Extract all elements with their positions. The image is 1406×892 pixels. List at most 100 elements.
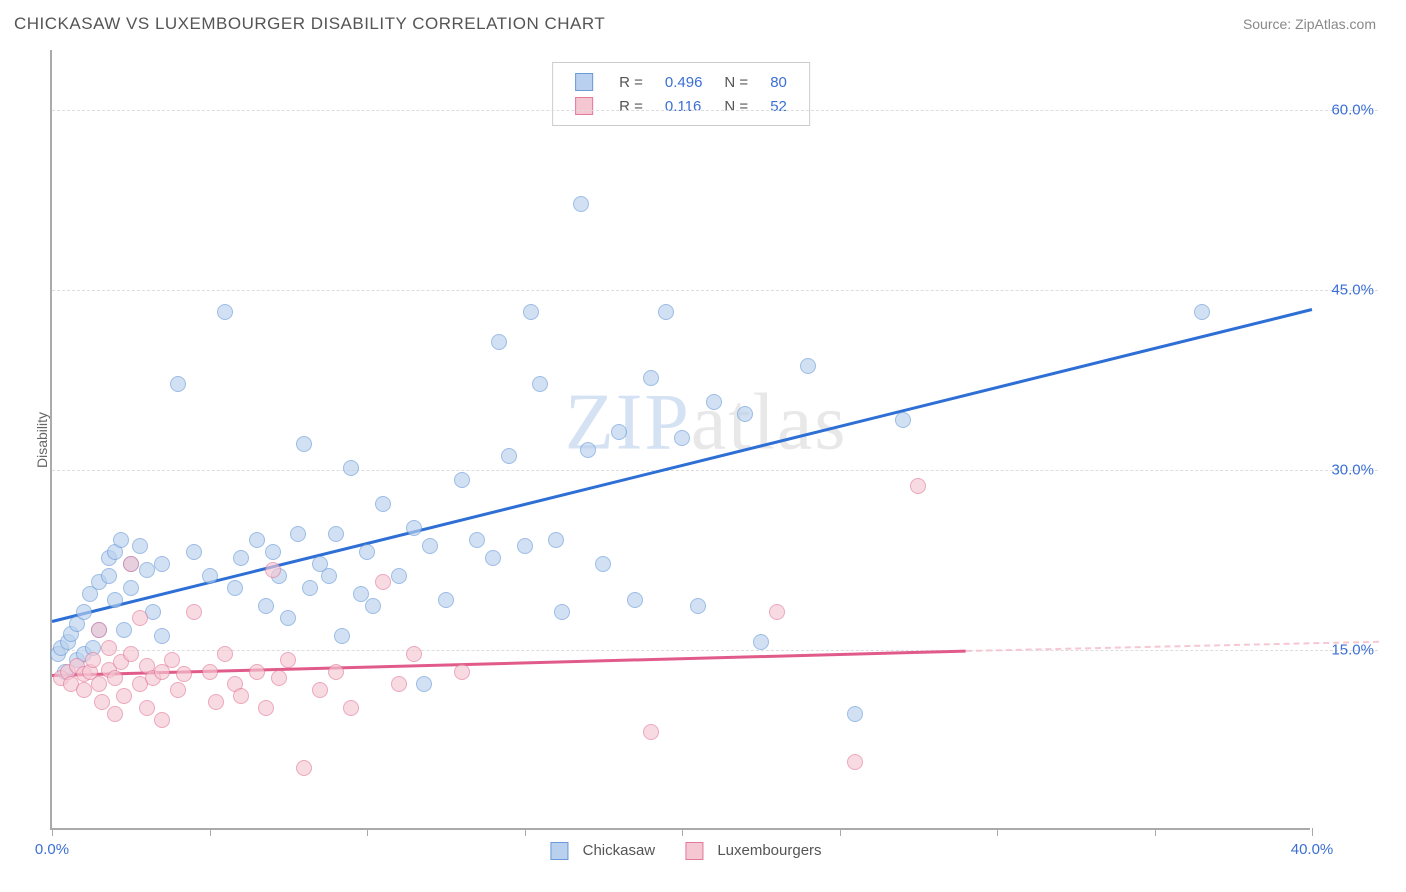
x-tick — [367, 828, 368, 836]
data-point — [258, 700, 274, 716]
y-tick-label: 60.0% — [1331, 102, 1374, 119]
x-tick — [1312, 828, 1313, 836]
gridline — [52, 290, 1378, 291]
data-point — [132, 538, 148, 554]
data-point — [116, 622, 132, 638]
data-point — [265, 544, 281, 560]
plot-area: ZIPatlas R =0.496N =80R =0.116N =52 Chic… — [50, 50, 1310, 830]
data-point — [290, 526, 306, 542]
data-point — [123, 646, 139, 662]
data-point — [107, 592, 123, 608]
legend-item: Luxembourgers — [675, 842, 821, 859]
y-tick-label: 45.0% — [1331, 282, 1374, 299]
data-point — [302, 580, 318, 596]
x-tick — [210, 828, 211, 836]
data-point — [523, 304, 539, 320]
data-point — [170, 682, 186, 698]
data-point — [170, 376, 186, 392]
gridline — [52, 470, 1378, 471]
chart-source: Source: ZipAtlas.com — [1243, 16, 1376, 32]
data-point — [737, 406, 753, 422]
data-point — [454, 664, 470, 680]
legend-item: Chickasaw — [540, 842, 655, 859]
data-point — [595, 556, 611, 572]
data-point — [548, 532, 564, 548]
data-point — [186, 544, 202, 560]
data-point — [627, 592, 643, 608]
data-point — [132, 610, 148, 626]
data-point — [343, 700, 359, 716]
data-point — [116, 688, 132, 704]
data-point — [280, 652, 296, 668]
data-point — [258, 598, 274, 614]
data-point — [296, 760, 312, 776]
data-point — [202, 664, 218, 680]
data-point — [123, 580, 139, 596]
data-point — [847, 754, 863, 770]
data-point — [202, 568, 218, 584]
data-point — [769, 604, 785, 620]
legend-stats: R =0.496N =80R =0.116N =52 — [552, 62, 810, 126]
data-point — [706, 394, 722, 410]
data-point — [233, 688, 249, 704]
data-point — [643, 724, 659, 740]
data-point — [334, 628, 350, 644]
data-point — [375, 574, 391, 590]
data-point — [208, 694, 224, 710]
data-point — [532, 376, 548, 392]
data-point — [643, 370, 659, 386]
data-point — [800, 358, 816, 374]
data-point — [321, 568, 337, 584]
data-point — [353, 586, 369, 602]
data-point — [280, 610, 296, 626]
data-point — [265, 562, 281, 578]
data-point — [438, 592, 454, 608]
legend-stat-row: R =0.496N =80 — [565, 71, 797, 93]
data-point — [674, 430, 690, 446]
data-point — [406, 646, 422, 662]
data-point — [573, 196, 589, 212]
data-point — [485, 550, 501, 566]
legend-stat-row: R =0.116N =52 — [565, 95, 797, 117]
data-point — [186, 604, 202, 620]
data-point — [895, 412, 911, 428]
data-point — [454, 472, 470, 488]
gridline — [52, 110, 1378, 111]
data-point — [406, 520, 422, 536]
data-point — [217, 646, 233, 662]
x-tick — [997, 828, 998, 836]
data-point — [296, 436, 312, 452]
data-point — [554, 604, 570, 620]
data-point — [139, 700, 155, 716]
chart-title: CHICKASAW VS LUXEMBOURGER DISABILITY COR… — [14, 14, 605, 34]
data-point — [359, 544, 375, 560]
data-point — [611, 424, 627, 440]
data-point — [312, 682, 328, 698]
data-point — [176, 666, 192, 682]
data-point — [416, 676, 432, 692]
data-point — [154, 556, 170, 572]
data-point — [343, 460, 359, 476]
data-point — [123, 556, 139, 572]
data-point — [469, 532, 485, 548]
data-point — [85, 652, 101, 668]
data-point — [365, 598, 381, 614]
chart-container: Disability ZIPatlas R =0.496N =80R =0.11… — [50, 50, 1380, 830]
x-tick — [525, 828, 526, 836]
data-point — [107, 670, 123, 686]
data-point — [76, 604, 92, 620]
data-point — [101, 568, 117, 584]
data-point — [1194, 304, 1210, 320]
data-point — [217, 304, 233, 320]
data-point — [94, 694, 110, 710]
data-point — [501, 448, 517, 464]
data-point — [910, 478, 926, 494]
data-point — [233, 550, 249, 566]
data-point — [658, 304, 674, 320]
x-tick — [52, 828, 53, 836]
data-point — [107, 706, 123, 722]
x-tick — [1155, 828, 1156, 836]
x-tick — [840, 828, 841, 836]
y-axis-label: Disability — [34, 412, 50, 468]
legend-series: Chickasaw Luxembourgers — [530, 842, 831, 860]
